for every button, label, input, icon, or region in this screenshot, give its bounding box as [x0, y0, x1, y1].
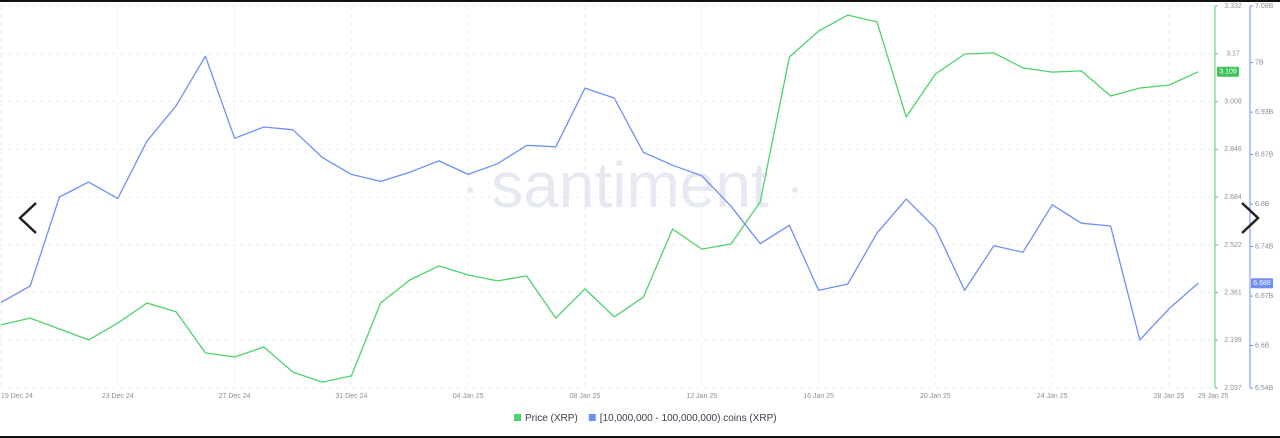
x-tick-label: 27 Dec 24	[219, 393, 251, 400]
y2-tick-label: 6.67B	[1255, 293, 1274, 300]
y-tick-label: 3.008	[1224, 98, 1242, 105]
prev-arrow[interactable]	[18, 202, 37, 234]
x-tick-label: 20 Jan 25	[920, 393, 951, 400]
y2-tick-label: 6.93B	[1255, 109, 1274, 116]
legend-label: [10,000,000 - 100,000,000) coins (XRP)	[600, 413, 777, 424]
y-tick-label: 2.684	[1224, 194, 1242, 201]
x-tick-label: 08 Jan 25	[570, 393, 601, 400]
y2-tick-label: 7B	[1255, 59, 1264, 66]
x-tick-label: 31 Dec 24	[335, 393, 367, 400]
y-tick-label: 2.037	[1224, 385, 1242, 392]
y2-tick-label: 6.6B	[1255, 342, 1270, 349]
x-tick-label: 04 Jan 25	[453, 393, 484, 400]
y-tick-label: 2.199	[1224, 337, 1242, 344]
watermark-dot	[467, 187, 473, 193]
watermark: santiment	[491, 149, 769, 221]
y-tick-label: 2.522	[1224, 242, 1242, 249]
y-tick-label: 2.361	[1224, 289, 1242, 296]
series-line	[0, 14, 1199, 383]
x-tick-label: 29 Jan 25	[1198, 393, 1229, 400]
x-tick-label: 12 Jan 25	[686, 393, 717, 400]
y2-tick-label: 7.08B	[1255, 3, 1274, 10]
x-tick-label: 28 Jan 25	[1154, 393, 1185, 400]
y2-tick-label: 6.8B	[1255, 201, 1270, 208]
legend-swatch	[514, 414, 521, 421]
y2-tick-label: 6.54B	[1255, 385, 1274, 392]
x-tick-label: 16 Jan 25	[803, 393, 834, 400]
y-tick-label: 2.846	[1224, 146, 1242, 153]
y2-tick-label: 6.87B	[1255, 151, 1274, 158]
plot	[0, 14, 1199, 383]
current-value-label: 6.688	[1253, 280, 1271, 287]
y-tick-label: 3.332	[1224, 3, 1242, 10]
grid	[0, 5, 1253, 389]
x-tick-label: 24 Jan 25	[1037, 393, 1068, 400]
y2-tick-label: 6.74B	[1255, 243, 1274, 250]
series-line	[0, 55, 1199, 341]
watermark-dot	[792, 187, 798, 193]
current-value-badge	[1217, 66, 1239, 77]
next-arrow[interactable]	[1241, 202, 1260, 234]
x-tick-label: 23 Dec 24	[102, 393, 134, 400]
legend-label: Price (XRP)	[525, 413, 578, 424]
legend-swatch	[588, 414, 596, 421]
current-value-label: 3.109	[1219, 69, 1237, 76]
y-tick-label: 3.17	[1226, 51, 1240, 58]
x-tick-label: 19 Dec 24	[1, 393, 33, 400]
current-value-badge	[1251, 278, 1273, 289]
